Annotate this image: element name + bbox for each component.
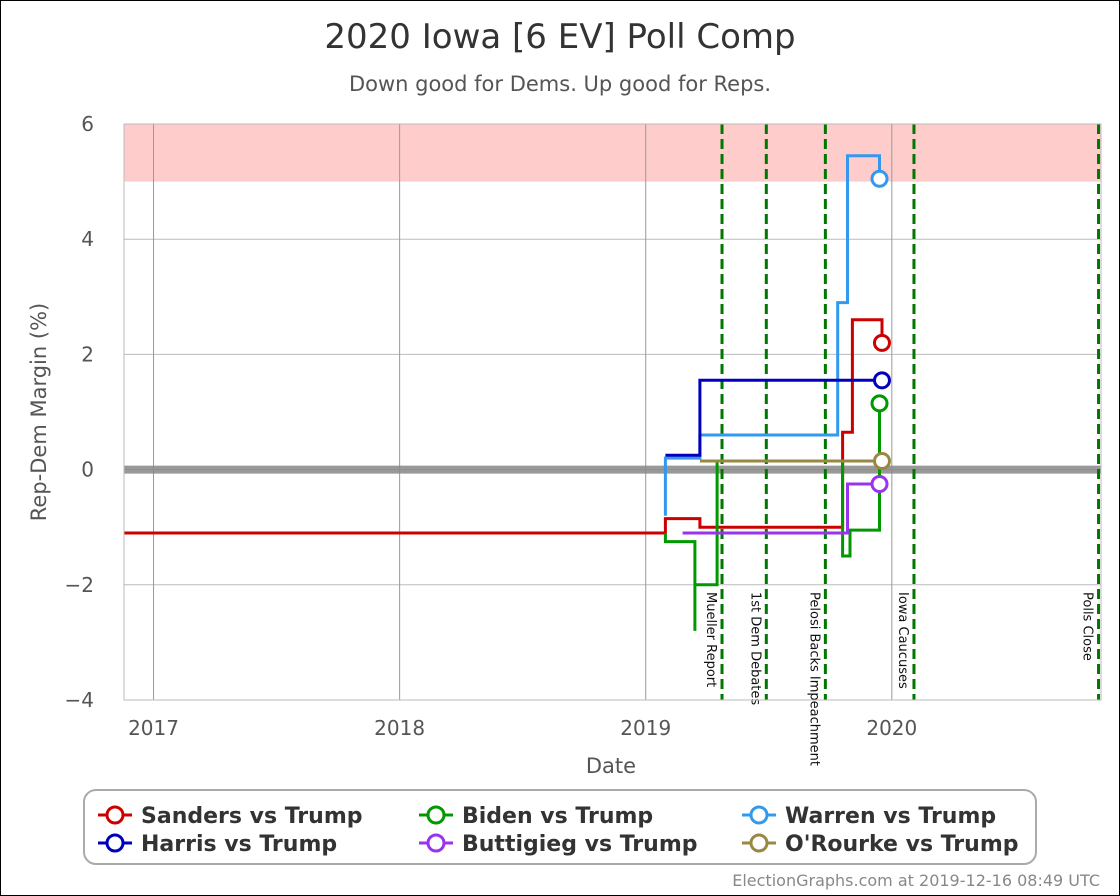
legend-label: O'Rourke vs Trump [785,832,1019,857]
credit-text: ElectionGraphs.com at 2019-12-16 08:49 U… [732,871,1100,890]
legend-label: Biden vs Trump [462,804,653,829]
series-endpoint-marker [872,371,891,390]
legend-label: Buttigieg vs Trump [462,832,698,857]
x-tick-label: 2019 [620,716,671,740]
y-tick-label: 6 [81,112,94,136]
x-tick-label: 2017 [128,716,179,740]
event-label: Pelosi Backs Impeachment [806,592,821,766]
chart-title: 2020 Iowa [6 EV] Poll Comp [324,17,795,57]
series-endpoint-marker [870,475,889,493]
series-line [682,482,880,535]
event-label: 1st Dem Debates [747,592,762,705]
event-label: Polls Close [1080,592,1095,661]
legend-marker [426,805,446,825]
event-label: Mueller Report [703,592,718,687]
chart-subtitle: Down good for Dems. Up good for Reps. [349,72,771,96]
series-endpoint-marker [872,451,891,470]
plot-border [123,123,1102,701]
y-tick-label: 0 [81,458,94,482]
legend-label: Warren vs Trump [785,804,996,829]
series-line [663,154,881,516]
series-endpoint-marker [872,333,891,352]
legend-box [83,789,1037,865]
legend-label: Harris vs Trump [141,832,337,857]
y-axis-label: Rep-Dem Margin (%) [27,303,51,521]
rep-shaded-band [124,124,1101,182]
series-line [124,318,884,535]
y-tick-label: 2 [81,342,94,366]
legend-label: Sanders vs Trump [141,804,363,829]
series-endpoint-marker [870,169,889,188]
x-axis-label: Date [586,754,636,778]
y-tick-label: −2 [65,573,94,597]
legend-marker [749,805,769,825]
x-tick-label: 2020 [866,716,917,740]
y-tick-label: 4 [81,227,94,251]
plot-area: −4 −2 0 2 4 6 2017 2018 2019 2020 Mueller Report 1s… [65,112,1102,766]
legend-marker [105,805,125,825]
series-endpoint-marker [870,394,889,413]
y-tick-label: −4 [65,688,94,712]
legend: Sanders vs Trump Biden vs Trump Warren vs … [83,789,1037,865]
series-line [665,378,882,457]
x-tick-label: 2018 [374,716,425,740]
legend-marker [749,833,769,853]
legend-marker [105,833,125,853]
legend-marker [426,833,446,853]
event-label: Iowa Caucuses [895,592,910,689]
